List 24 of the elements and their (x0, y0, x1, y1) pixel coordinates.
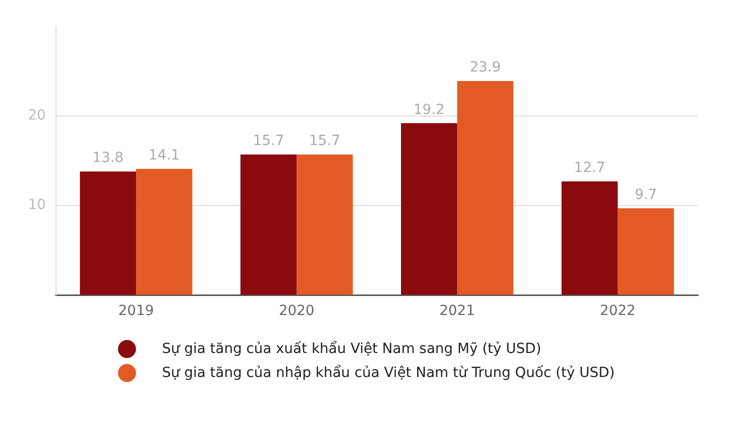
x-tick-label: 2021 (439, 303, 475, 320)
legend-label: Sự gia tăng của nhập khẩu của Việt Nam từ Trung Quốc (tỷ USD) (162, 365, 615, 381)
bar (296, 154, 353, 295)
bar (136, 168, 192, 295)
bar (457, 81, 514, 295)
data-label: 15.7 (252, 133, 284, 150)
data-label: 12.7 (574, 160, 606, 176)
y-tick-label: 20 (28, 108, 46, 124)
bar (240, 154, 297, 295)
data-label: 13.8 (92, 150, 124, 166)
data-label: 9.7 (634, 186, 657, 203)
bar (562, 181, 618, 295)
x-tick-label: 2020 (278, 303, 314, 320)
data-label: 15.7 (309, 133, 340, 150)
bar (400, 123, 458, 295)
legend-label: Sự gia tăng của xuất khẩu Việt Nam sang Mỹ (tỷ USD) (162, 341, 542, 357)
bar (80, 172, 136, 295)
x-tick-label: 2019 (118, 303, 154, 320)
y-tick-label: 10 (28, 197, 46, 214)
data-label: 19.2 (414, 102, 445, 118)
data-label: 14.1 (148, 148, 180, 164)
data-label: 23.9 (470, 60, 501, 76)
x-tick-label: 2022 (600, 303, 636, 320)
bar (618, 208, 674, 295)
